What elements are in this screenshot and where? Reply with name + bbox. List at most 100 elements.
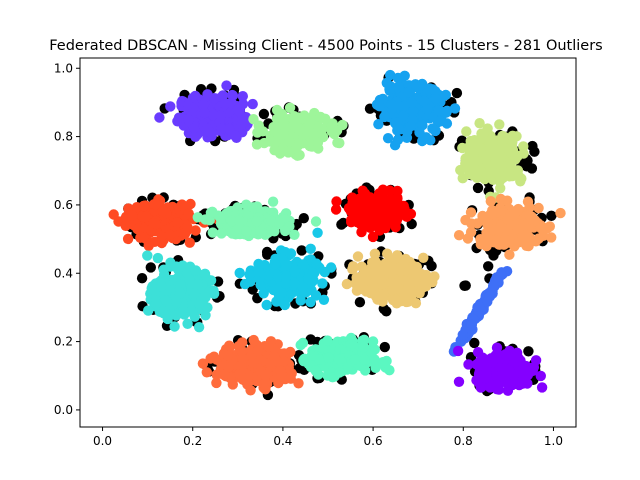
cluster-point [536, 382, 548, 393]
cluster-point [382, 261, 394, 272]
outlier-point [523, 346, 534, 357]
cluster-point [475, 234, 486, 245]
cluster-point [323, 352, 334, 363]
cluster-point [373, 119, 384, 130]
cluster-point [526, 214, 538, 225]
cluster-point [280, 225, 291, 237]
cluster-point [310, 365, 321, 376]
cluster-point [533, 202, 544, 214]
cluster-point [374, 101, 385, 112]
cluster-point [150, 298, 162, 309]
cluster-point [247, 98, 258, 110]
cluster-point [504, 249, 515, 260]
cluster-point [384, 185, 395, 196]
cluster-point [351, 272, 362, 283]
cluster-point [467, 169, 478, 181]
cluster-point [486, 134, 497, 146]
cluster-point [156, 230, 167, 242]
cluster-point [407, 106, 419, 117]
plot-frame [79, 57, 577, 428]
cluster-point [317, 278, 328, 289]
cluster-point [507, 379, 518, 391]
cluster-point [150, 218, 161, 230]
cluster-point [392, 250, 403, 261]
cluster-point [453, 376, 465, 387]
outlier-point [488, 250, 499, 261]
cluster-point [485, 382, 496, 393]
cluster-point [241, 226, 252, 237]
cluster-point [207, 109, 219, 121]
cluster-point [226, 215, 238, 227]
cluster-point [365, 287, 376, 299]
cluster-point [305, 243, 316, 254]
cluster-point [272, 356, 283, 367]
cluster-point [390, 295, 402, 306]
cluster-point [460, 161, 471, 173]
cluster-point [218, 369, 230, 381]
cluster-point [425, 135, 436, 146]
cluster-point [418, 252, 429, 263]
cluster-point [364, 210, 375, 221]
cluster-point [175, 288, 186, 299]
cluster-point [535, 370, 546, 382]
cluster-point [255, 279, 266, 291]
cluster-point [283, 147, 294, 158]
cluster-3 [371, 69, 461, 151]
outlier-point [258, 108, 270, 120]
x-tick-label: 0.8 [454, 434, 473, 448]
cluster-point [475, 165, 486, 176]
cluster-point [453, 230, 465, 241]
x-tick-label: 0.2 [183, 434, 202, 448]
cluster-point [333, 354, 345, 365]
cluster-point [223, 362, 234, 373]
cluster-point [205, 127, 217, 139]
cluster-point [279, 348, 290, 359]
cluster-point [367, 336, 379, 347]
cluster-point [393, 81, 404, 92]
cluster-point [237, 353, 248, 364]
cluster-point [370, 362, 381, 373]
cluster-point [127, 210, 138, 221]
cluster-point [201, 367, 212, 378]
cluster-point [186, 305, 197, 317]
cluster-point [150, 199, 161, 210]
outlier-point [338, 217, 349, 229]
cluster-point [171, 261, 182, 272]
cluster-point [294, 149, 305, 161]
cluster-point [360, 365, 371, 376]
cluster-point [377, 357, 389, 368]
cluster-point [373, 264, 384, 275]
cluster-point [142, 250, 153, 261]
cluster-point [430, 125, 441, 137]
cluster-point [482, 296, 493, 307]
cluster-12-outliers [459, 250, 499, 349]
cluster-point [216, 123, 227, 134]
y-tick-label: 0.2 [54, 335, 73, 349]
cluster-point [464, 149, 475, 160]
cluster-point [488, 280, 499, 291]
cluster-point [251, 216, 262, 227]
cluster-point [457, 329, 468, 340]
cluster-point [222, 350, 234, 361]
cluster-8 [453, 193, 566, 260]
cluster-point [352, 251, 364, 262]
cluster-point [192, 212, 203, 223]
cluster-point [486, 353, 497, 364]
cluster-point [398, 110, 409, 122]
cluster-point [507, 131, 519, 142]
cluster-point [371, 272, 383, 284]
cluster-point [271, 134, 283, 146]
cluster-point [473, 301, 485, 312]
cluster-point [205, 275, 217, 286]
cluster-point [359, 354, 370, 365]
cluster-point [108, 209, 119, 220]
cluster-point [189, 288, 200, 299]
cluster-point [330, 204, 342, 215]
cluster-point [229, 130, 241, 141]
cluster-point [418, 95, 429, 107]
cluster-point [211, 377, 222, 389]
cluster-point [346, 214, 357, 226]
cluster-point [299, 110, 310, 121]
cluster-point [312, 227, 323, 238]
